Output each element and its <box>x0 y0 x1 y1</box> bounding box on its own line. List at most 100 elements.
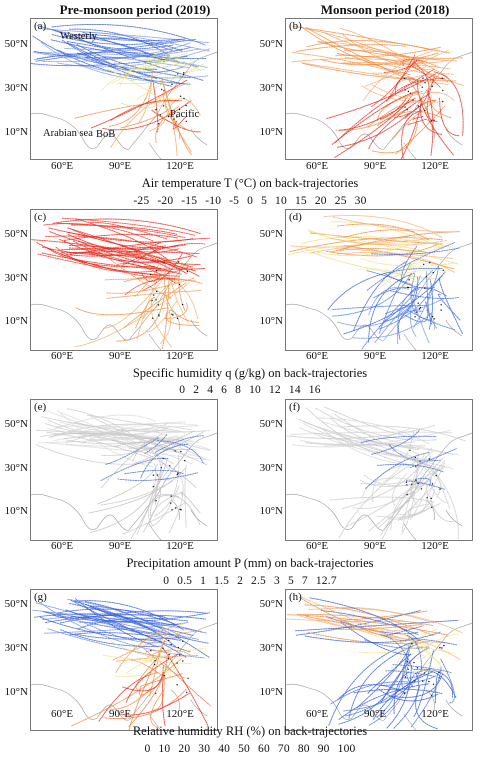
lon-tick-60-d: 60°E <box>305 350 329 362</box>
trajectory-line <box>298 596 407 642</box>
trajectory-line <box>394 262 434 273</box>
trajectory-line <box>344 668 430 717</box>
trajectory-line <box>73 600 185 631</box>
trajectory-line <box>39 28 210 44</box>
trajectory-line <box>332 272 412 317</box>
sampling-site-dot <box>160 467 162 469</box>
trajectory-line <box>131 248 161 265</box>
trajectory-line <box>105 437 159 465</box>
trajectory-line <box>159 301 171 344</box>
sampling-site-dot <box>178 283 181 286</box>
trajectory-line <box>55 246 162 273</box>
trajectory-line <box>63 233 178 241</box>
trajectory-line <box>169 98 201 116</box>
trajectory-line <box>416 79 454 156</box>
sampling-site-dot <box>180 509 182 511</box>
trajectory-line <box>330 237 448 246</box>
lon-tick-120-g: 120°E <box>166 708 194 720</box>
scale-value: 30 <box>198 743 211 755</box>
scale-value: 10 <box>249 384 261 396</box>
scale-value: 2 <box>237 575 244 587</box>
trajectory-line <box>165 311 200 326</box>
trajectory-line <box>40 432 182 447</box>
trajectory-line <box>364 50 449 87</box>
lat-tick-10-f: 10°N <box>259 505 283 517</box>
trajectory-line <box>338 655 410 725</box>
scale-value: 5 <box>287 575 294 587</box>
lat-tick-30-a: 30°N <box>4 82 28 94</box>
trajectory-line <box>117 263 176 284</box>
trajectory-line <box>52 218 201 234</box>
sampling-site-dot <box>429 261 431 264</box>
scale-value: 0 <box>247 195 254 207</box>
sampling-site-dot <box>407 668 409 670</box>
lon-tick-90-e: 90°E <box>108 540 132 552</box>
scale-value: 0 <box>179 384 186 396</box>
trajectory-line <box>439 97 460 137</box>
region-westerly: Westerly <box>60 31 98 42</box>
trajectory-line <box>123 276 203 284</box>
trajectory-line <box>320 609 419 636</box>
trajectory-line <box>398 310 424 340</box>
trajectory-line <box>47 628 168 659</box>
trajectory-line <box>406 635 422 673</box>
sampling-site-dot <box>157 304 160 306</box>
scale-value: -25 <box>133 195 150 207</box>
panel-a: (a) Westerly Arabian sea BoB Pacific <box>30 18 218 160</box>
trajectory-line <box>376 502 433 518</box>
scale-value: 0 <box>144 743 151 755</box>
trajectory-line <box>118 692 190 716</box>
trajectory-line <box>31 432 217 531</box>
sampling-site-dot <box>180 450 182 453</box>
trajectory-line <box>330 231 461 253</box>
trajectory-line <box>371 430 420 455</box>
sampling-site-dot <box>177 646 179 649</box>
trajectory-line <box>36 24 186 41</box>
sampling-site-dot <box>432 271 434 274</box>
trajectory-line <box>301 26 411 76</box>
trajectory-line <box>399 298 444 315</box>
trajectory-line <box>397 485 434 521</box>
trajectory-line <box>117 63 205 85</box>
scale-value: 2.5 <box>251 575 266 587</box>
sampling-site-dot <box>171 509 173 511</box>
trajectory-line <box>407 118 427 125</box>
lon-tick-120-a: 120°E <box>166 160 194 172</box>
trajectory-line <box>45 235 197 258</box>
trajectory-line <box>133 431 205 465</box>
trajectory-line <box>110 84 185 148</box>
sampling-site-dot <box>442 269 444 271</box>
trajectory-line <box>383 430 415 483</box>
map-b <box>286 25 472 159</box>
trajectory-line <box>406 633 449 677</box>
trajectory-line <box>385 670 435 677</box>
trajectory-line <box>68 632 181 641</box>
trajectory-line <box>150 262 167 278</box>
trajectory-line <box>154 454 180 517</box>
scale-value: 20 <box>178 743 191 755</box>
scale-value: 30 <box>354 195 367 207</box>
scale-value: 90 <box>317 743 330 755</box>
trajectory-line <box>71 657 183 727</box>
trajectory-line <box>392 473 408 506</box>
trajectory-line <box>378 688 439 702</box>
sampling-site-dot <box>443 644 445 647</box>
lon-tick-60-h: 60°E <box>305 708 329 720</box>
sampling-site-dot <box>183 97 185 100</box>
trajectory-line <box>61 39 173 87</box>
sampling-site-dot <box>407 286 410 289</box>
trajectory-line <box>410 287 448 297</box>
trajectory-line <box>386 78 446 102</box>
trajectory-line <box>80 31 211 52</box>
trajectory-line <box>315 407 437 441</box>
scale-value: 4 <box>207 384 214 396</box>
trajectory-line <box>155 493 201 526</box>
trajectory-line <box>67 231 200 277</box>
sampling-site-dot <box>415 466 417 468</box>
sampling-site-dot <box>171 83 173 86</box>
sampling-site-dot <box>151 317 154 319</box>
sampling-site-dot <box>414 680 416 682</box>
trajectory-line <box>392 100 436 140</box>
trajectory-line <box>54 432 210 451</box>
trajectory-line <box>56 425 168 436</box>
